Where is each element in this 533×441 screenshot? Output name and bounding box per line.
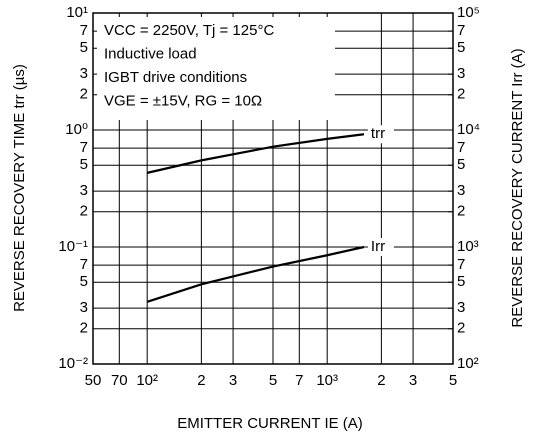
y2-tick-label: 7 <box>457 139 465 156</box>
y2-tick-label: 2 <box>457 203 465 220</box>
y-tick-label: 5 <box>80 39 88 56</box>
y-tick-label: 2 <box>80 320 88 337</box>
x-tick-label: 5 <box>269 372 277 389</box>
annotation-box <box>97 17 335 120</box>
y-axis-label: REVERSE RECOVERY TIME trr (µs) <box>11 64 28 312</box>
y2-tick-label: 10⁵ <box>457 4 480 21</box>
series-line <box>146 133 365 174</box>
annotation: VCC = 2250V, Tj = 125°C <box>104 22 274 39</box>
y2-tick-label: 5 <box>457 39 465 56</box>
series-label-bg <box>367 125 394 144</box>
x-tick-label: 3 <box>409 372 417 389</box>
y-tick-label: 5 <box>80 156 88 173</box>
y-tick-label: 2 <box>80 86 88 103</box>
y-tick-label: 3 <box>80 299 88 316</box>
x-tick-label: 3 <box>229 372 237 389</box>
annotation: Inductive load <box>104 45 197 62</box>
y-tick-label: 10⁻² <box>58 355 88 372</box>
x-tick-label: 70 <box>111 372 128 389</box>
y-tick-label: 7 <box>80 139 88 156</box>
x-tick-label: 50 <box>85 372 102 389</box>
y-tick-label: 10⁻¹ <box>58 238 88 255</box>
y2-tick-label: 10⁴ <box>457 121 480 138</box>
x-tick-label: 10³ <box>316 372 338 389</box>
y-tick-label: 7 <box>80 256 88 273</box>
series-label: Irr <box>371 238 385 255</box>
y-tick-label: 3 <box>80 65 88 82</box>
y-tick-label: 3 <box>80 182 88 199</box>
x-tick-label: 10² <box>136 372 158 389</box>
y-tick-label: 7 <box>80 22 88 39</box>
x-axis-label: EMITTER CURRENT IE (A) <box>177 415 363 432</box>
plot-frame <box>92 12 454 365</box>
series-label: trr <box>371 125 385 142</box>
y2-tick-label: 3 <box>457 65 465 82</box>
y2-tick-label: 5 <box>457 156 465 173</box>
y2-tick-label: 2 <box>457 320 465 337</box>
annotation: IGBT drive conditions <box>104 69 247 86</box>
y2-tick-label: 10² <box>457 355 479 372</box>
series-label-bg <box>367 238 394 256</box>
y2-tick-label: 10³ <box>457 238 479 255</box>
y2-tick-label: 3 <box>457 299 465 316</box>
y-tick-label: 2 <box>80 203 88 220</box>
y2-tick-label: 2 <box>457 86 465 103</box>
y2-tick-label: 5 <box>457 273 465 290</box>
y-tick-label: 10¹ <box>66 4 88 21</box>
y2-tick-label: 7 <box>457 22 465 39</box>
x-tick-label: 5 <box>449 372 457 389</box>
y2-tick-label: 3 <box>457 182 465 199</box>
x-tick-label: 7 <box>295 372 303 389</box>
y2-axis-label: REVERSE RECOVERY CURRENT Irr (A) <box>509 48 526 327</box>
x-tick-label: 2 <box>197 372 205 389</box>
x-tick-label: 2 <box>377 372 385 389</box>
annotation: VGE = ±15V, RG = 10Ω <box>104 92 262 109</box>
y2-tick-label: 7 <box>457 256 465 273</box>
y-tick-label: 5 <box>80 273 88 290</box>
series-line <box>146 245 365 303</box>
y-tick-label: 10⁰ <box>65 121 88 138</box>
